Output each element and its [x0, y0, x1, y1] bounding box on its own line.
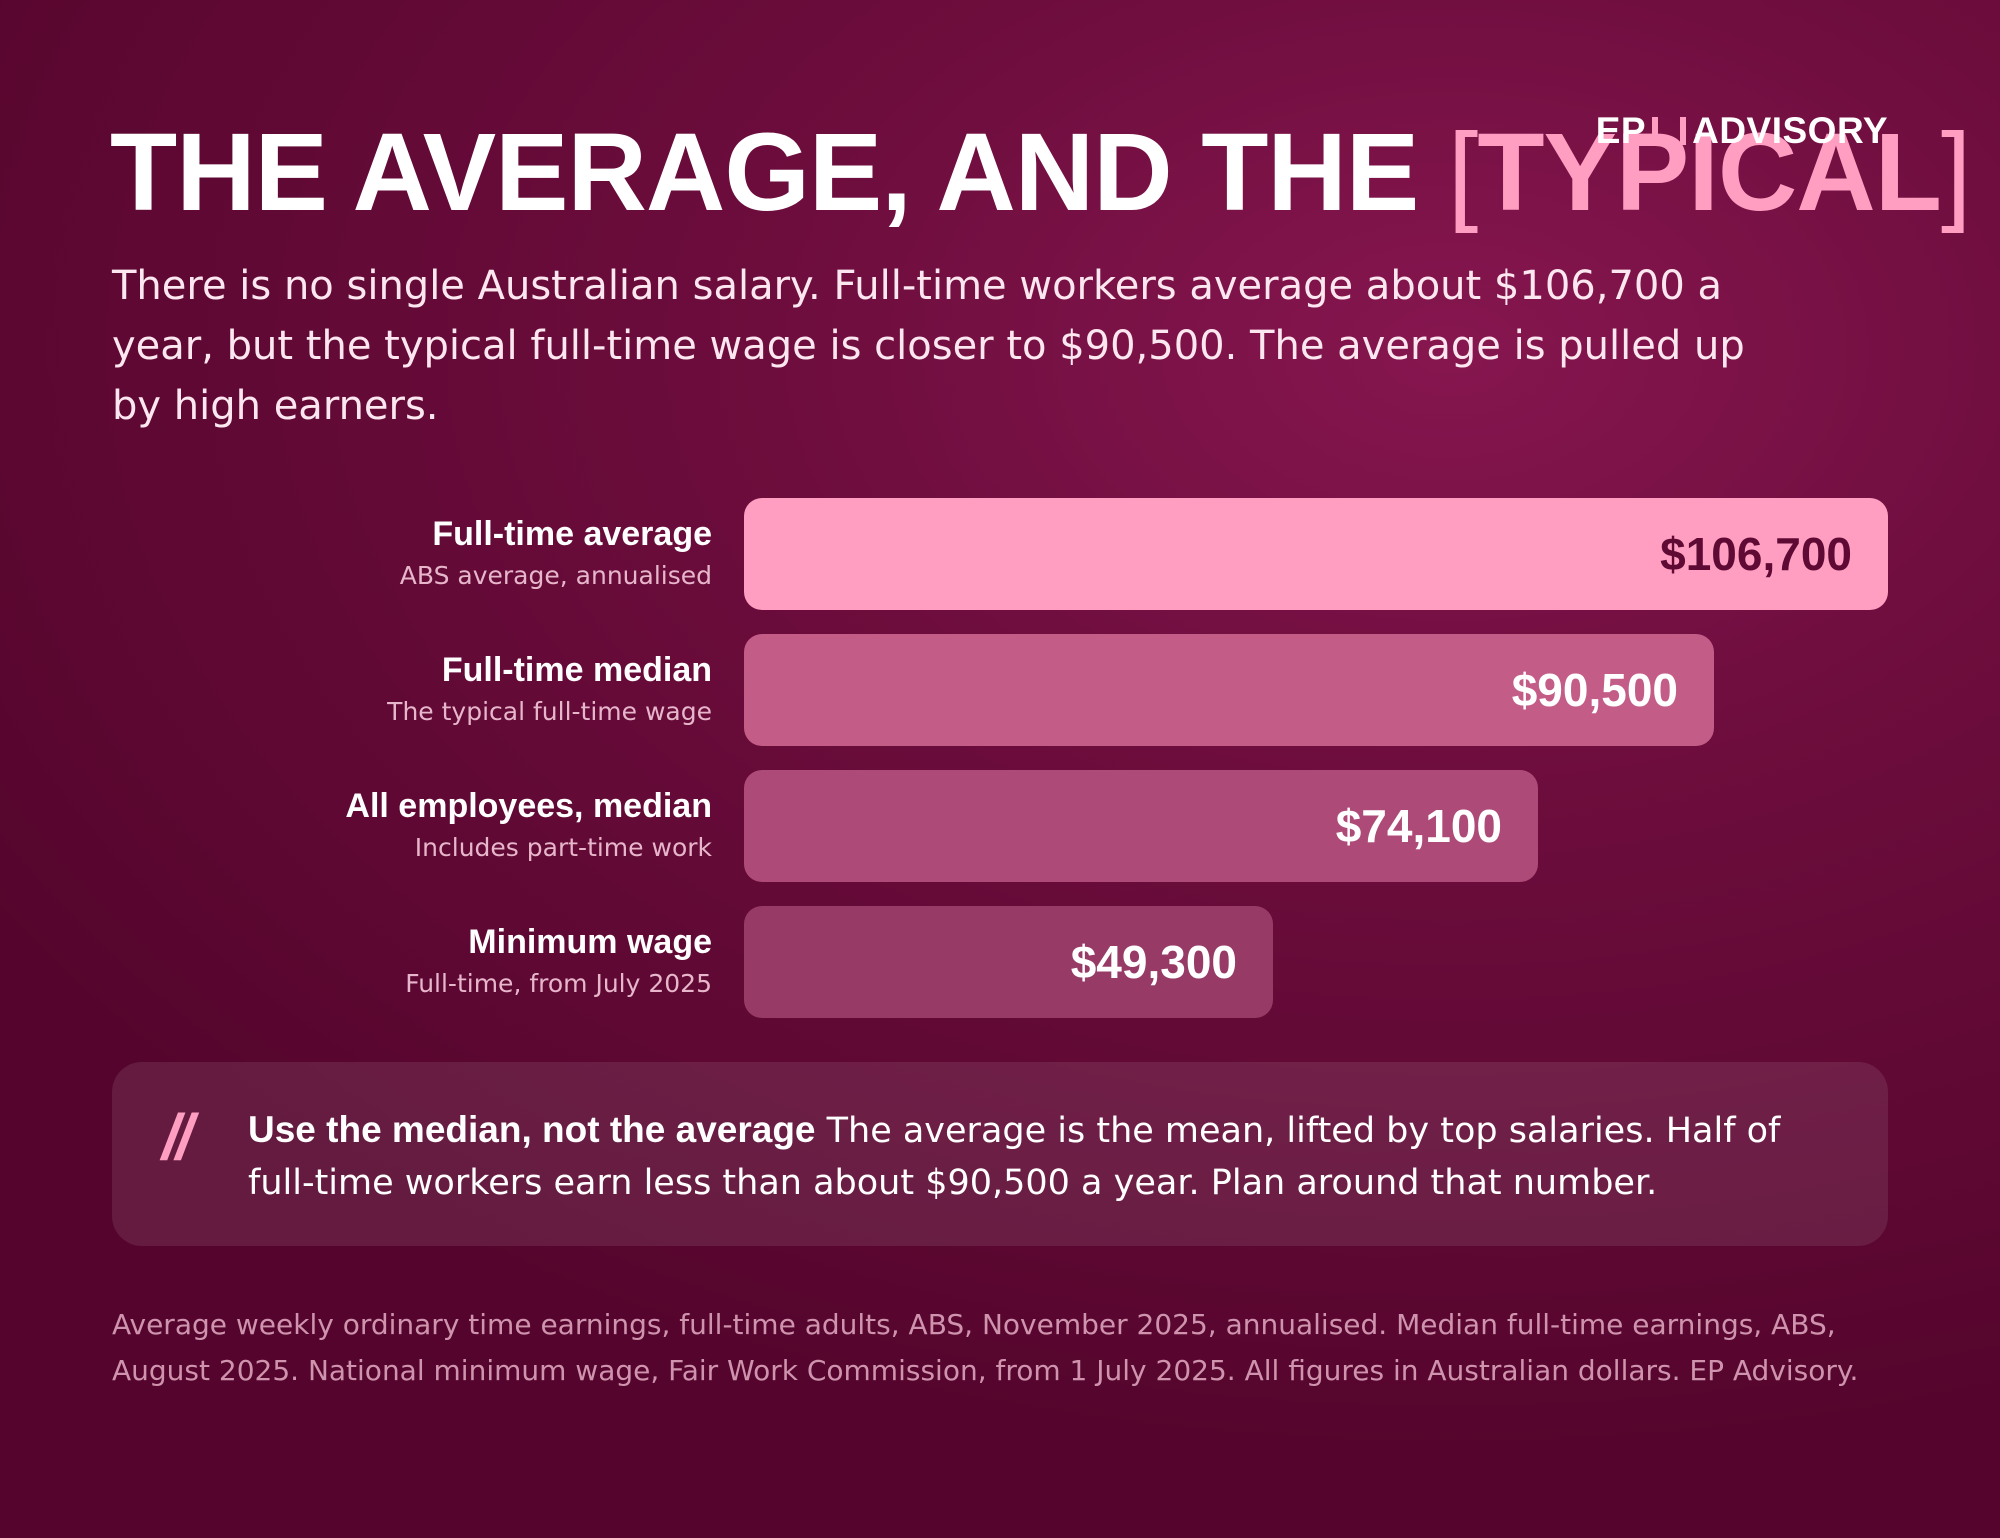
bar-value-label: $106,700	[1660, 528, 1852, 580]
bar: $74,100	[744, 770, 1538, 882]
brand-advisory: ADVISORY	[1692, 110, 1888, 151]
headline-highlight: TYPICAL	[1477, 111, 1942, 234]
bar-subtitle-label: ABS average, annualised	[399, 561, 712, 590]
bar-category-label: Full-time average	[432, 515, 712, 553]
bar-label: Full-time median The typical full-time wa…	[387, 648, 712, 732]
bar-category-label: All employees, median	[345, 787, 712, 825]
bar-subtitle-label: Includes part-time work	[414, 833, 712, 862]
bar: $106,700	[744, 498, 1888, 610]
bar-value-label: $90,500	[1511, 664, 1678, 716]
bar: $49,300	[744, 906, 1273, 1018]
bar-category-label: Full-time median	[441, 651, 712, 689]
headline-bracket-open: [	[1447, 111, 1479, 234]
chart-row: Minimum wage Full-time, from July 2025 $49…	[0, 906, 2000, 1018]
bar-subtitle-label: The typical full-time wage	[387, 697, 712, 726]
callout-box: // Use the median, not the average The a…	[112, 1062, 1888, 1246]
bar-label: All employees, median Includes part-time …	[345, 784, 712, 868]
bar-label: Minimum wage Full-time, from July 2025	[405, 920, 712, 1004]
quote-mark-icon: //	[162, 1101, 194, 1173]
callout-body: The average is the mean, lifted by top s…	[248, 1111, 1781, 1203]
brand-bracket-icon	[1652, 117, 1687, 145]
bar-value-label: $49,300	[1070, 936, 1237, 988]
brand-ep: EP	[1595, 110, 1647, 151]
headline-bracket-close: ]	[1940, 111, 1972, 234]
bar: $90,500	[744, 634, 1714, 746]
bar-subtitle-label: Full-time, from July 2025	[405, 969, 712, 998]
chart-row: Full-time average ABS average, annualised…	[0, 498, 2000, 610]
bar-category-label: Minimum wage	[468, 923, 712, 961]
callout-text: Use the median, not the average The aver…	[248, 1104, 1838, 1209]
chart-row: Full-time median The typical full-time wa…	[0, 634, 2000, 746]
chart-row: All employees, median Includes part-time …	[0, 770, 2000, 882]
source-note: Average weekly ordinary time earnings, f…	[112, 1308, 1859, 1387]
headline: THE AVERAGE, AND THE [TYPICAL]	[110, 108, 1972, 238]
intro-paragraph: There is no single Australian salary. Fu…	[112, 263, 1745, 429]
headline-main: THE AVERAGE, AND THE	[110, 111, 1419, 234]
bar-value-label: $74,100	[1335, 800, 1502, 852]
callout-lead: Use the median, not the average	[248, 1109, 816, 1150]
brand-logo: EP ADVISORY	[1596, 110, 1888, 152]
bar-label: Full-time average ABS average, annualised	[400, 512, 712, 596]
